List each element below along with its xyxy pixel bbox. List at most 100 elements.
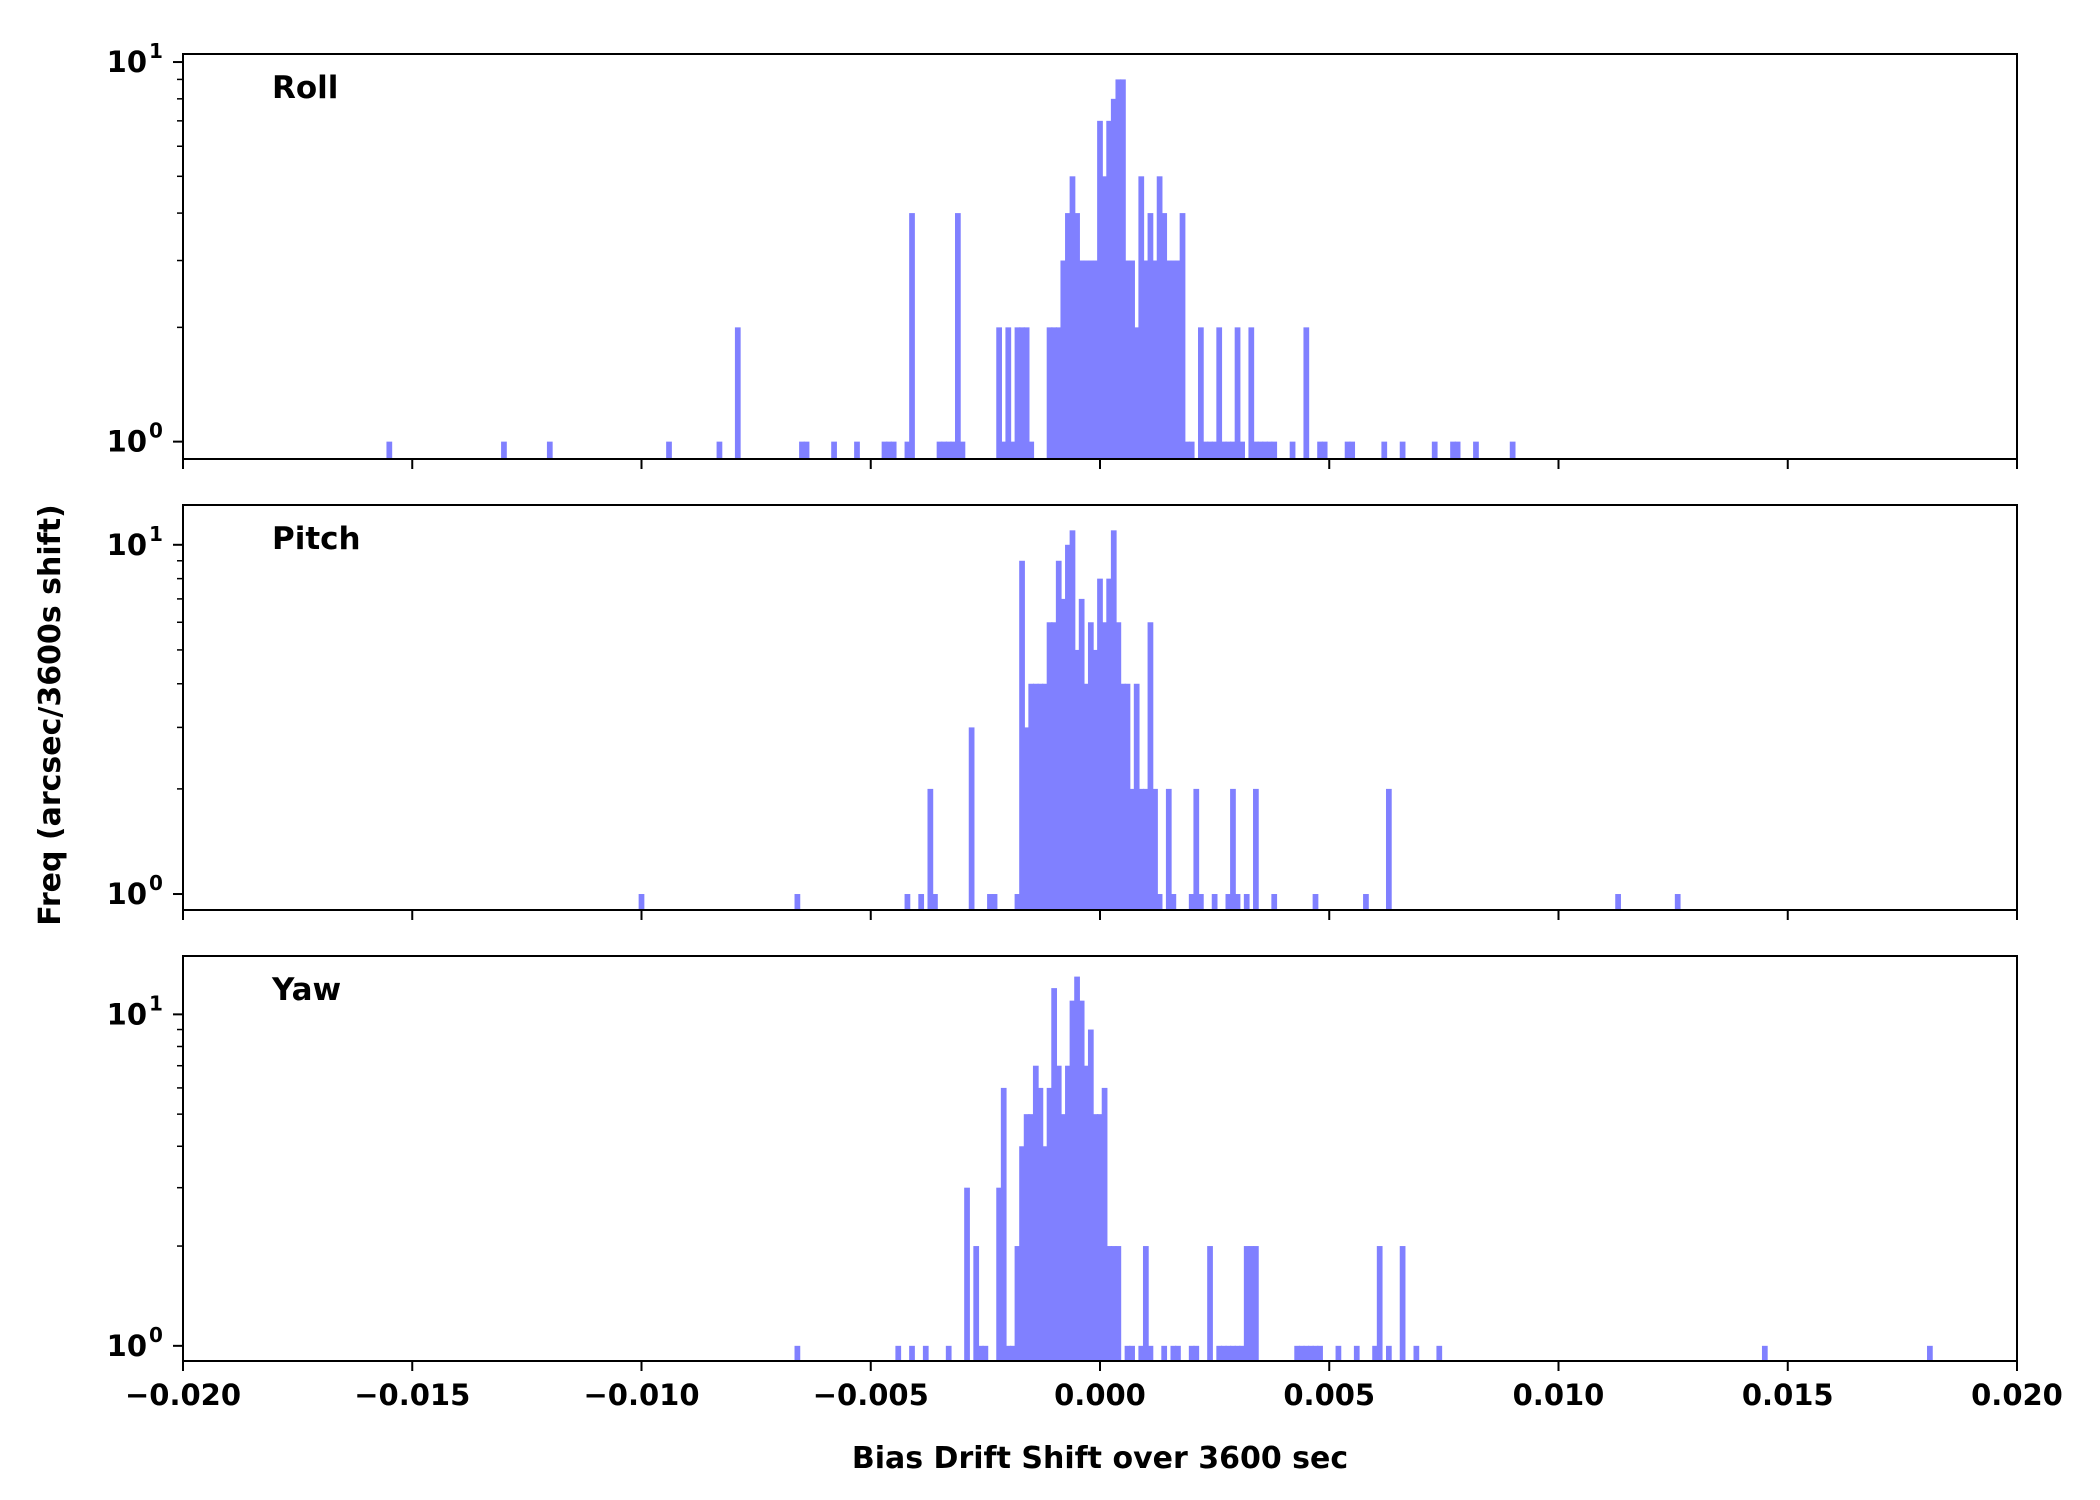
histogram-bar [1312, 1345, 1319, 1361]
histogram-bar [1129, 1345, 1135, 1361]
histogram-bar [1271, 894, 1278, 910]
histogram-bar [1101, 176, 1108, 459]
histogram-bar [1303, 1345, 1310, 1361]
histogram-bar [1188, 894, 1195, 910]
histogram-bar [1175, 1345, 1181, 1361]
histogram-bar [1083, 1065, 1090, 1361]
histogram-bar [991, 894, 998, 910]
histogram-bar [1078, 1000, 1085, 1361]
histogram-bar [1092, 649, 1099, 910]
histogram-bar [1248, 1246, 1255, 1361]
histogram-bar [1225, 894, 1232, 910]
histogram-bar [1019, 560, 1025, 910]
histogram-bar [1253, 788, 1259, 910]
histogram-bar [1124, 1345, 1131, 1361]
histogram-bar [1120, 79, 1126, 459]
histogram-bar [890, 441, 897, 459]
histogram-bar [1454, 441, 1461, 459]
histogram-bar [1065, 1065, 1071, 1361]
x-tick-label: 0.015 [1742, 1378, 1834, 1412]
histogram-bar [1147, 213, 1154, 459]
histogram-bar [638, 894, 645, 910]
histogram-bar [945, 1345, 952, 1361]
histogram-bar [987, 894, 993, 910]
histogram-bar [1069, 176, 1076, 459]
histogram-bar [904, 894, 911, 910]
y-tick-exponent: 1 [149, 991, 163, 1015]
histogram-bar [968, 727, 975, 910]
histogram-bar [1106, 578, 1113, 910]
histogram-bar [1321, 441, 1328, 459]
histogram-bar [1239, 441, 1245, 459]
histogram-bar [1253, 441, 1259, 459]
histogram-bar [1473, 441, 1479, 459]
histogram-bar [904, 441, 911, 459]
histogram-bar [1216, 327, 1223, 459]
panel-label: Pitch [272, 521, 361, 557]
histogram-bar [1266, 441, 1273, 459]
histogram-bar [1042, 683, 1048, 910]
histogram-bar [1110, 1246, 1117, 1361]
histogram-bar [1193, 788, 1200, 910]
histogram-bar [1060, 1114, 1067, 1361]
histogram-bar [1133, 683, 1140, 910]
histogram-bar [936, 441, 943, 459]
histogram-bar [1060, 260, 1067, 459]
histogram-bar [1028, 1114, 1035, 1361]
histogram-bar [1207, 441, 1213, 459]
histogram-bar [1023, 1114, 1030, 1361]
histogram-bar [1253, 1246, 1259, 1361]
y-tick-label: 10 [107, 425, 147, 459]
histogram-bar [1010, 1345, 1016, 1361]
histogram-bar [1087, 260, 1094, 459]
histogram-bar [945, 441, 952, 459]
histogram-bar [1431, 441, 1438, 459]
histogram-bar [1115, 1246, 1122, 1361]
histogram-bar [1152, 788, 1158, 910]
y-tick-label: 10 [107, 997, 147, 1031]
histogram-bar [1170, 1345, 1177, 1361]
y-tick-exponent: 0 [149, 871, 163, 895]
histogram-bar [1225, 441, 1232, 459]
y-tick-exponent: 1 [149, 522, 163, 546]
histogram-bar [1234, 327, 1241, 459]
histogram-bar [1220, 441, 1227, 459]
y-tick-exponent: 0 [149, 1323, 163, 1347]
histogram-bar [1060, 598, 1067, 910]
histogram-bar [1198, 327, 1204, 459]
histogram-bar [1055, 560, 1062, 910]
histogram-bar [982, 1345, 989, 1361]
histogram-bar [1317, 441, 1323, 459]
histogram-bar [1170, 894, 1177, 910]
histogram-bar [1161, 1345, 1168, 1361]
histogram-bar [1385, 788, 1392, 910]
histogram-bar [1019, 327, 1025, 459]
histogram-bar [1069, 530, 1076, 910]
histogram-bar [1142, 260, 1149, 459]
histogram-bar [1032, 683, 1039, 910]
histogram-bar [1230, 441, 1236, 459]
histogram-bar [546, 441, 553, 459]
histogram-bar [1450, 441, 1456, 459]
histogram-bar [1142, 1246, 1149, 1361]
histogram-bar [1055, 1065, 1062, 1361]
histogram-bar [1161, 213, 1168, 459]
histogram-bar [1509, 441, 1516, 459]
histogram-bar [1248, 327, 1255, 459]
histogram-bar [1023, 727, 1030, 910]
histogram-bar [977, 1345, 984, 1361]
histogram-bar [1074, 976, 1080, 1361]
histogram-bar [1005, 1345, 1012, 1361]
histogram-bar [881, 441, 888, 459]
histogram-bar [1257, 441, 1264, 459]
histogram-bar [794, 894, 801, 910]
histogram-bar [1335, 1345, 1342, 1361]
histogram-bar [1156, 176, 1163, 459]
histogram-bar [1097, 1114, 1103, 1361]
panel-yaw: −0.020 −0.015 −0.010 −0.005 0.000 0.005 0.010 0… [107, 955, 2063, 1412]
y-tick-label: 10 [107, 45, 147, 79]
histogram-bar [1761, 1345, 1768, 1361]
histogram-bar [1230, 1345, 1236, 1361]
